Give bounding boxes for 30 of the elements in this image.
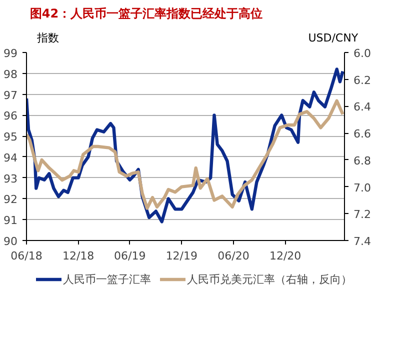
y2-tick-label: 7.2 — [354, 208, 371, 222]
x-tick-label: 06/18 — [10, 250, 42, 262]
y-tick-label: 94 — [4, 151, 18, 164]
y2-tick-label: 6.6 — [354, 128, 371, 141]
y-tick-label: 92 — [4, 193, 18, 206]
y2-axis-title: USD/CNY — [308, 32, 358, 44]
legend-label: 人民币一篮子汇率 — [63, 272, 151, 286]
y2-tick-label: 6.0 — [354, 47, 371, 60]
y-tick-label: 96 — [4, 110, 18, 123]
x-tick-label: 06/19 — [114, 250, 146, 262]
y2-tick-label: 6.8 — [354, 154, 371, 168]
y-tick-label: 99 — [4, 47, 18, 60]
y-tick-label: 91 — [4, 214, 18, 228]
x-tick-label: 06/20 — [218, 250, 250, 262]
y-tick-label: 98 — [4, 68, 18, 81]
y-tick-label: 97 — [4, 88, 18, 102]
y-tick-label: 95 — [4, 130, 18, 144]
x-tick-label: 12/19 — [166, 250, 198, 262]
chart-title: 图42：人民币一篮子汇率指数已经处于高位 — [30, 6, 263, 20]
line-series — [26, 99, 344, 210]
y2-tick-label: 6.2 — [354, 74, 371, 87]
x-tick-label: 12/18 — [62, 250, 94, 262]
y-tick-label: 93 — [4, 172, 18, 186]
y2-tick-label: 7.4 — [354, 235, 371, 248]
y-tick-label: 90 — [4, 235, 18, 248]
legend-label: 人民币兑美元汇率（右轴，反向） — [187, 272, 352, 286]
y-axis-title: 指数 — [36, 32, 59, 44]
x-tick-label: 12/20 — [269, 250, 302, 262]
y2-tick-label: 6.4 — [354, 100, 371, 114]
y2-tick-label: 7.0 — [354, 181, 371, 194]
